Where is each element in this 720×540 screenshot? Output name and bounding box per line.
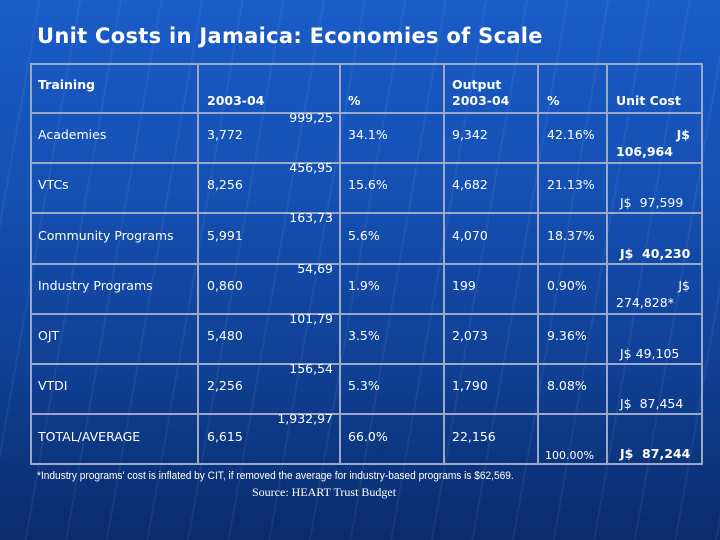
row-divider — [30, 162, 703, 164]
row-enrolment-pct: 34.1% — [348, 127, 388, 142]
source-note: Source: HEART Trust Budget — [252, 485, 397, 499]
row-enrolment: 0,860 — [207, 278, 243, 293]
row-output: 4,070 — [452, 228, 488, 243]
row-output-pct: 21.13% — [547, 177, 595, 192]
row-output-pct: 0.90% — [547, 278, 587, 293]
slide-title: Unit Costs in Jamaica: Economies of Scal… — [37, 24, 543, 48]
row-name: VTDI — [38, 378, 68, 393]
row-cost: 163,73 — [289, 210, 333, 225]
row-cost: 999,25 — [289, 110, 333, 125]
row-enrolment-pct: 1.9% — [348, 278, 380, 293]
row-cost: 54,69 — [297, 261, 333, 276]
row-enrolment: 5,991 — [207, 228, 243, 243]
header-training: Training — [38, 77, 96, 92]
row-unit-cost: J$ 97,599 — [620, 195, 684, 210]
row-unit-cost: J$ 87,244 — [620, 446, 691, 461]
row-cost: 156,54 — [289, 361, 333, 376]
row-cost: 101,79 — [289, 311, 333, 326]
header-enrolment-pct: % — [348, 93, 361, 108]
row-unit-cost: J$ 40,230 — [620, 246, 691, 261]
row-enrolment: 2,256 — [207, 378, 243, 393]
row-output-pct: 42.16% — [547, 127, 595, 142]
row-divider — [30, 112, 703, 114]
row-name: Community Programs — [38, 228, 174, 243]
row-divider — [30, 413, 703, 415]
row-enrolment-pct: 15.6% — [348, 177, 388, 192]
row-output: 1,790 — [452, 378, 488, 393]
row-enrolment-pct: 3.5% — [348, 328, 380, 343]
row-enrolment: 6,615 — [207, 429, 243, 444]
row-enrolment-pct: 5.6% — [348, 228, 380, 243]
row-output: 2,073 — [452, 328, 488, 343]
row-name: TOTAL/AVERAGE — [38, 429, 141, 444]
row-output: 199 — [452, 278, 476, 293]
row-name: OJT — [38, 328, 60, 343]
row-output: 4,682 — [452, 177, 488, 192]
row-output: 9,342 — [452, 127, 488, 142]
row-unit-cost-currency: J$ — [676, 127, 690, 142]
row-name: VTCs — [38, 177, 69, 192]
row-divider — [30, 313, 703, 315]
row-unit-cost-currency: J$ — [678, 278, 690, 293]
row-enrolment-pct: 5.3% — [348, 378, 380, 393]
row-enrolment: 8,256 — [207, 177, 243, 192]
header-output-pct: % — [547, 93, 560, 108]
row-cost: 1,932,97 — [277, 411, 333, 426]
row-unit-cost: J$ 49,105 — [620, 346, 680, 361]
row-enrolment-pct: 66.0% — [348, 429, 388, 444]
row-divider — [30, 263, 703, 265]
row-unit-cost: 274,828* — [616, 295, 674, 310]
footnote: *Industry programs' cost is inflated by … — [37, 470, 514, 482]
row-output-pct: 8.08% — [547, 378, 587, 393]
row-output: 22,156 — [452, 429, 496, 444]
row-name: Industry Programs — [38, 278, 153, 293]
row-output-pct: 18.37% — [547, 228, 595, 243]
header-unit-cost: Unit Cost — [616, 93, 681, 108]
row-cost: 456,95 — [289, 160, 333, 175]
header-output-line1: Output — [452, 77, 502, 92]
row-enrolment: 3,772 — [207, 127, 243, 142]
header-enrolment: 2003-04 — [207, 93, 265, 108]
row-output-pct: 100.00% — [545, 449, 594, 462]
row-enrolment: 5,480 — [207, 328, 243, 343]
row-divider — [30, 363, 703, 365]
row-unit-cost: J$ 87,454 — [620, 396, 684, 411]
row-output-pct: 9.36% — [547, 328, 587, 343]
row-name: Academies — [38, 127, 107, 142]
header-output-line2: 2003-04 — [452, 93, 510, 108]
row-unit-cost: 106,964 — [616, 144, 673, 159]
row-divider — [30, 212, 703, 214]
